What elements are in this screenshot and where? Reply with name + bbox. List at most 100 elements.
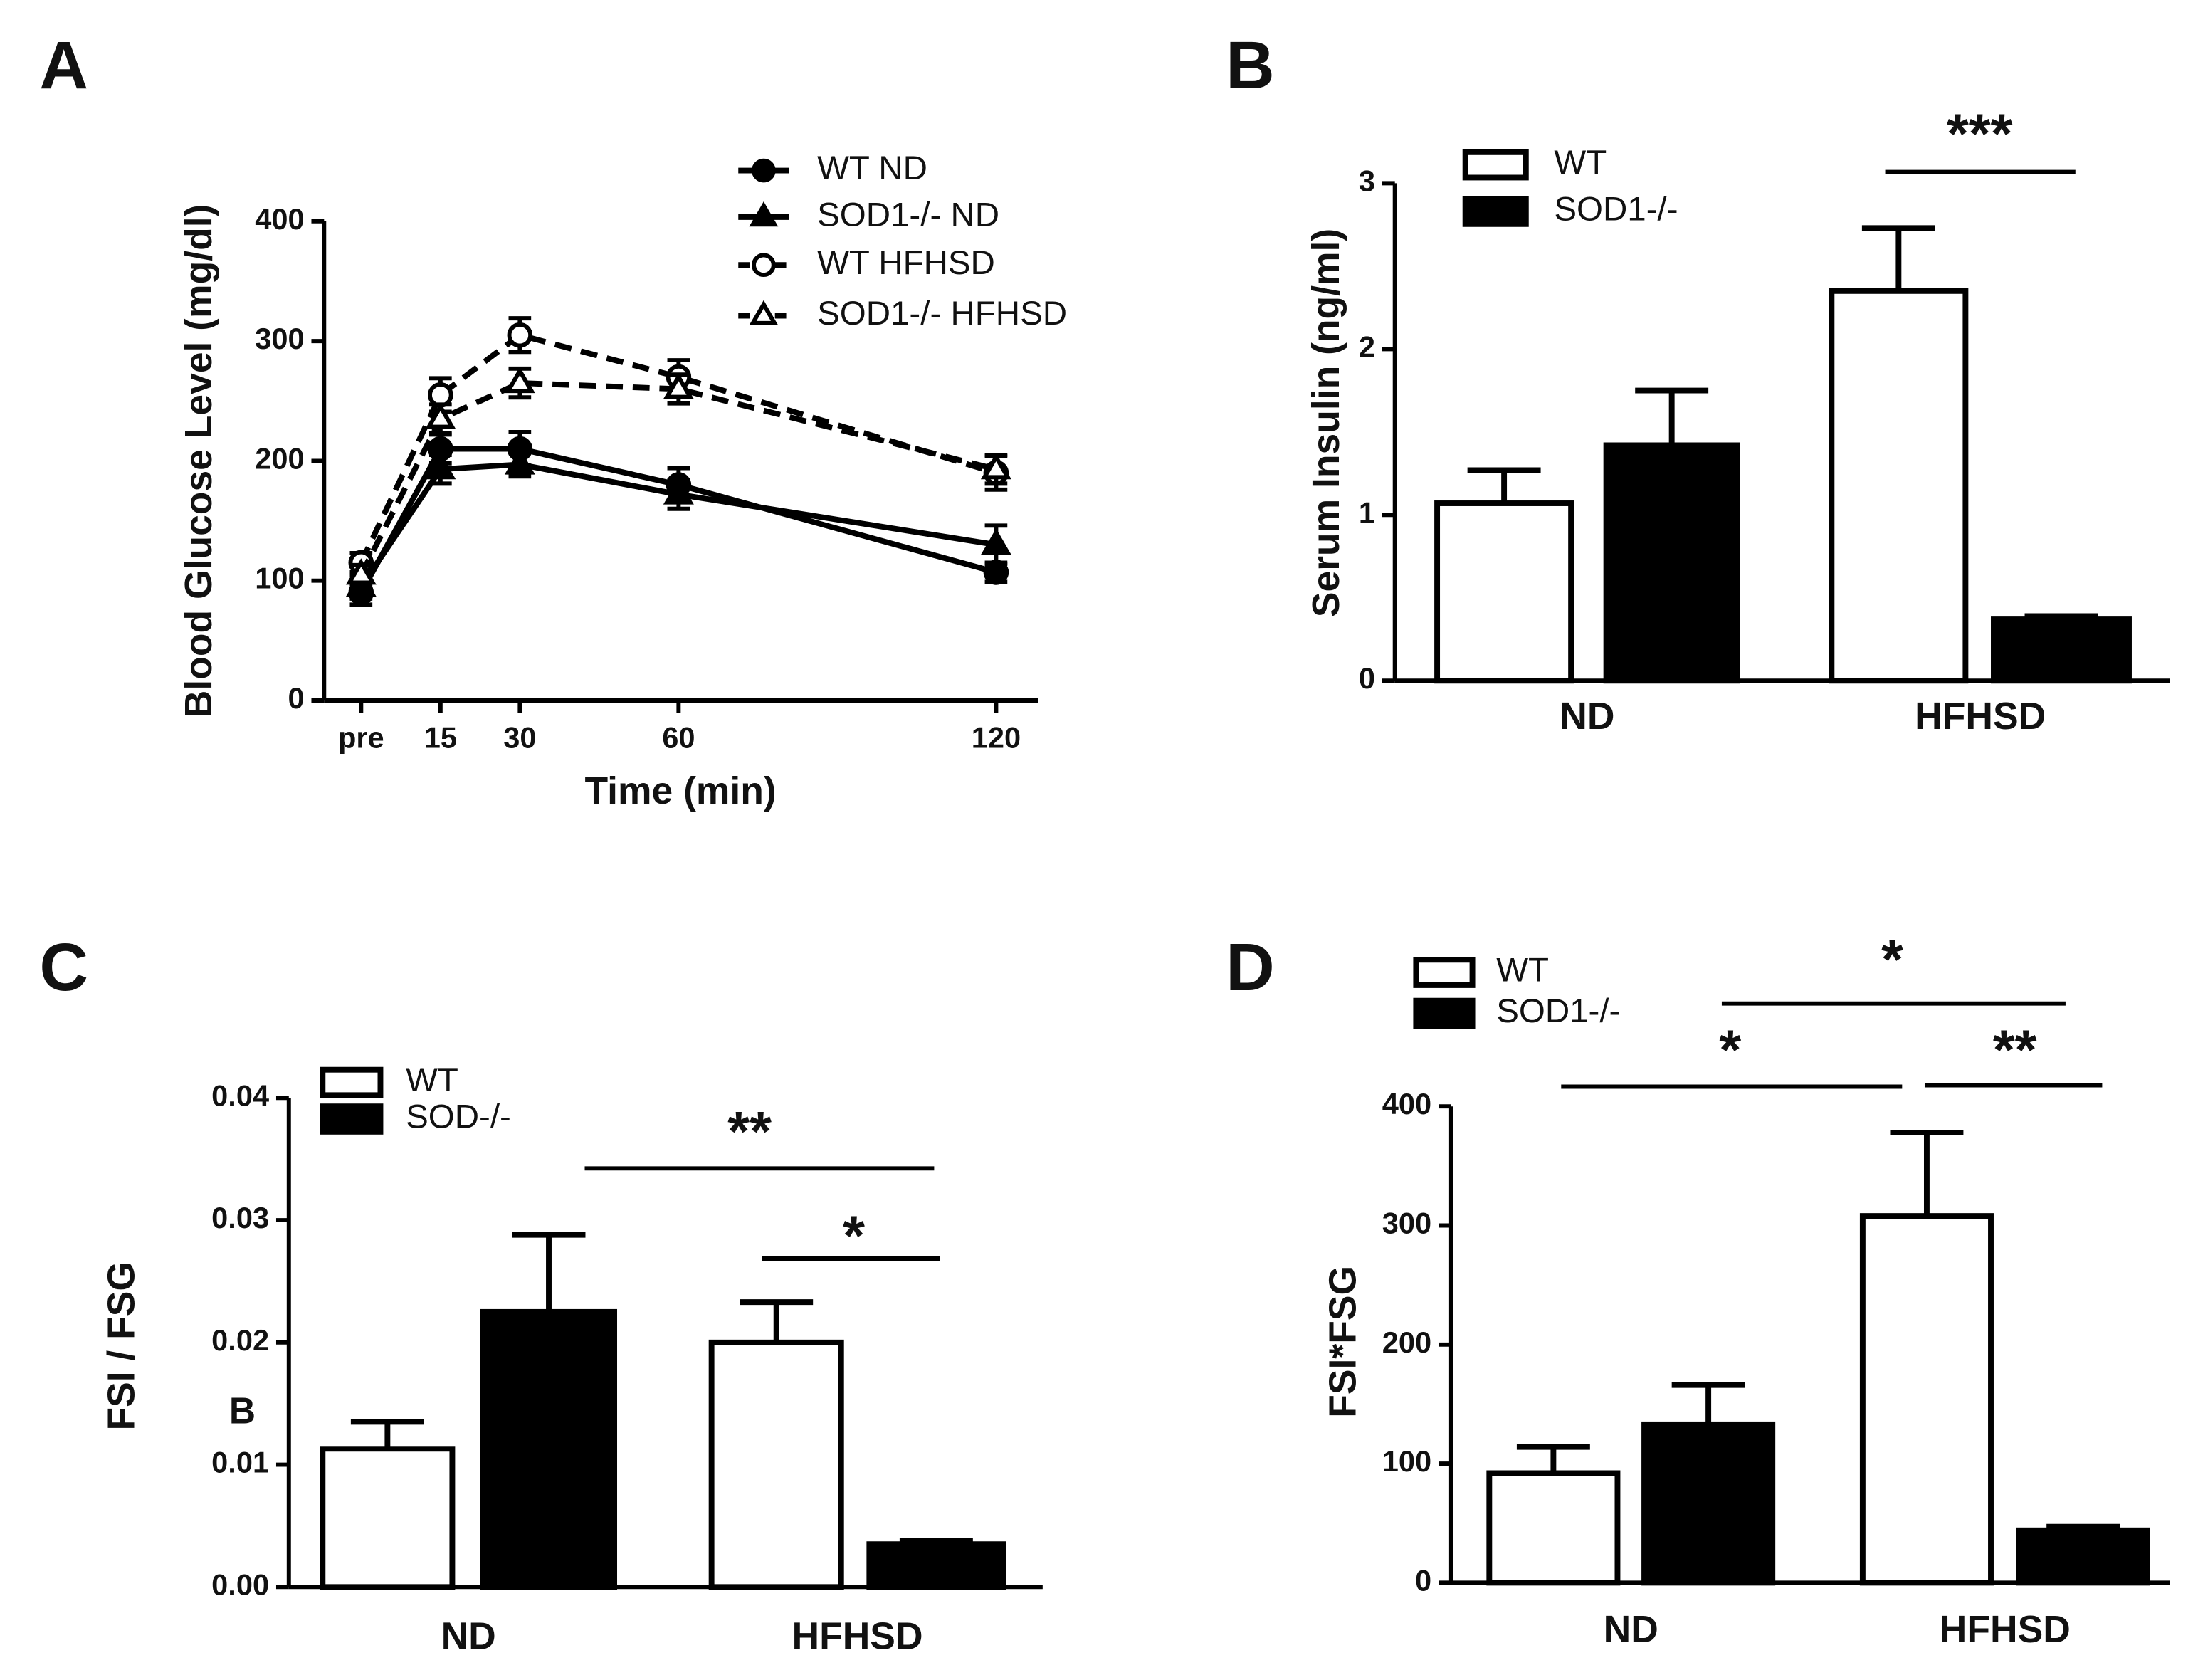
error-bar xyxy=(350,1419,424,1449)
legend-marker xyxy=(752,253,776,278)
panel-label: D xyxy=(1226,930,1275,1005)
y-tick-label: 0.01 xyxy=(211,1446,269,1479)
error-bar xyxy=(1467,467,1541,504)
y-tick-label: 400 xyxy=(1382,1087,1431,1120)
legend-swatch xyxy=(1413,957,1476,988)
legend-marker xyxy=(749,300,779,325)
x-tick-label: ND xyxy=(1560,695,1614,737)
x-tick-label: HFHSD xyxy=(1915,695,2046,737)
y-tick-label: 200 xyxy=(1382,1325,1431,1359)
legend-label: SOD1-/- ND xyxy=(817,196,999,233)
y-tick-label: 100 xyxy=(255,562,304,595)
annotation: * xyxy=(1881,928,1903,991)
bar xyxy=(480,1308,618,1590)
bar xyxy=(1486,1470,1621,1586)
data-point xyxy=(663,372,694,399)
annotation: ** xyxy=(1993,1018,2037,1081)
bar xyxy=(708,1339,844,1590)
legend-label: SOD1-/- HFHSD xyxy=(817,295,1067,332)
y-tick-label: 0.04 xyxy=(211,1078,269,1112)
bar xyxy=(866,1541,1006,1590)
legend-swatch xyxy=(1413,997,1476,1029)
legend-swatch xyxy=(320,1103,384,1135)
y-tick-label: 400 xyxy=(255,202,304,236)
data-point xyxy=(980,453,1011,480)
y-axis-label: FSI*FSG xyxy=(1323,1266,1364,1418)
x-axis-label: Time (min) xyxy=(585,770,777,812)
annotation: B xyxy=(229,1390,256,1431)
y-axis-label: Blood Glucose Level (mg/dl) xyxy=(178,204,220,718)
y-tick-label: 0.02 xyxy=(211,1323,269,1357)
y-tick-label: 300 xyxy=(255,322,304,355)
legend-label: SOD1-/- xyxy=(1496,992,1620,1030)
error-bar xyxy=(1671,1382,1745,1424)
x-tick-label: ND xyxy=(1604,1609,1658,1651)
legend-label: WT xyxy=(1496,952,1549,989)
y-tick-label: 0.03 xyxy=(211,1201,269,1234)
x-tick-label: 120 xyxy=(972,720,1021,754)
data-point xyxy=(345,558,377,585)
legend-label: WT xyxy=(406,1061,458,1099)
data-point xyxy=(425,453,456,480)
legend-marker xyxy=(752,158,776,183)
y-tick-label: 3 xyxy=(1359,164,1375,197)
annotation: ** xyxy=(727,1100,772,1163)
y-tick-label: 1 xyxy=(1359,495,1375,529)
series-line xyxy=(358,380,997,577)
data-point xyxy=(504,367,535,394)
data-point xyxy=(504,448,535,475)
legend-label: WT ND xyxy=(817,149,927,187)
error-bar xyxy=(1861,225,1935,291)
bar xyxy=(1991,616,2132,684)
y-axis-label: FSI / FSG xyxy=(100,1261,142,1431)
y-tick-label: 300 xyxy=(1382,1206,1431,1239)
error-bar xyxy=(740,1299,814,1343)
data-point xyxy=(425,402,456,429)
error-bar xyxy=(512,1232,586,1312)
error-bar xyxy=(1516,1444,1590,1474)
legend-swatch xyxy=(1462,196,1529,227)
bar xyxy=(1603,442,1740,684)
bar xyxy=(320,1446,456,1590)
panel-label: C xyxy=(39,930,88,1005)
legend-swatch xyxy=(320,1066,384,1098)
annotation: *** xyxy=(1947,102,2013,165)
series-line xyxy=(358,332,997,565)
data-point xyxy=(980,528,1011,555)
y-tick-label: 200 xyxy=(255,441,304,475)
error-bar xyxy=(1890,1130,1964,1217)
annotation: * xyxy=(1719,1018,1741,1081)
y-tick-label: 0 xyxy=(288,681,304,715)
bar xyxy=(2016,1527,2150,1586)
y-tick-label: 0 xyxy=(1415,1563,1431,1597)
y-tick-label: 100 xyxy=(1382,1444,1431,1478)
error-bar xyxy=(1635,387,1709,446)
bar xyxy=(1434,500,1574,684)
panel-label: A xyxy=(39,28,88,103)
bar xyxy=(1641,1421,1776,1586)
x-tick-label: pre xyxy=(338,720,384,754)
legend-label: SOD-/- xyxy=(406,1098,511,1136)
x-tick-label: 60 xyxy=(662,720,695,754)
y-tick-label: 0.00 xyxy=(211,1568,269,1601)
legend-swatch xyxy=(1462,149,1529,181)
panel-label: B xyxy=(1226,28,1275,103)
bar xyxy=(1859,1213,1994,1586)
y-tick-label: 2 xyxy=(1359,330,1375,363)
legend-label: WT xyxy=(1554,144,1607,182)
y-tick-label: 0 xyxy=(1359,661,1375,695)
x-tick-label: ND xyxy=(441,1616,496,1658)
x-tick-label: 30 xyxy=(503,720,536,754)
legend-label: SOD1-/- xyxy=(1554,191,1678,229)
legend-label: WT HFHSD xyxy=(817,244,995,282)
data-point xyxy=(507,322,533,348)
x-tick-label: HFHSD xyxy=(1940,1609,2071,1651)
x-tick-label: 15 xyxy=(424,720,457,754)
x-tick-label: HFHSD xyxy=(792,1616,922,1658)
bar xyxy=(1829,288,1969,684)
legend-marker xyxy=(749,201,779,227)
y-axis-label: Serum Insulin (ng/ml) xyxy=(1305,229,1347,617)
data-point xyxy=(663,478,694,505)
data-point xyxy=(428,382,453,408)
